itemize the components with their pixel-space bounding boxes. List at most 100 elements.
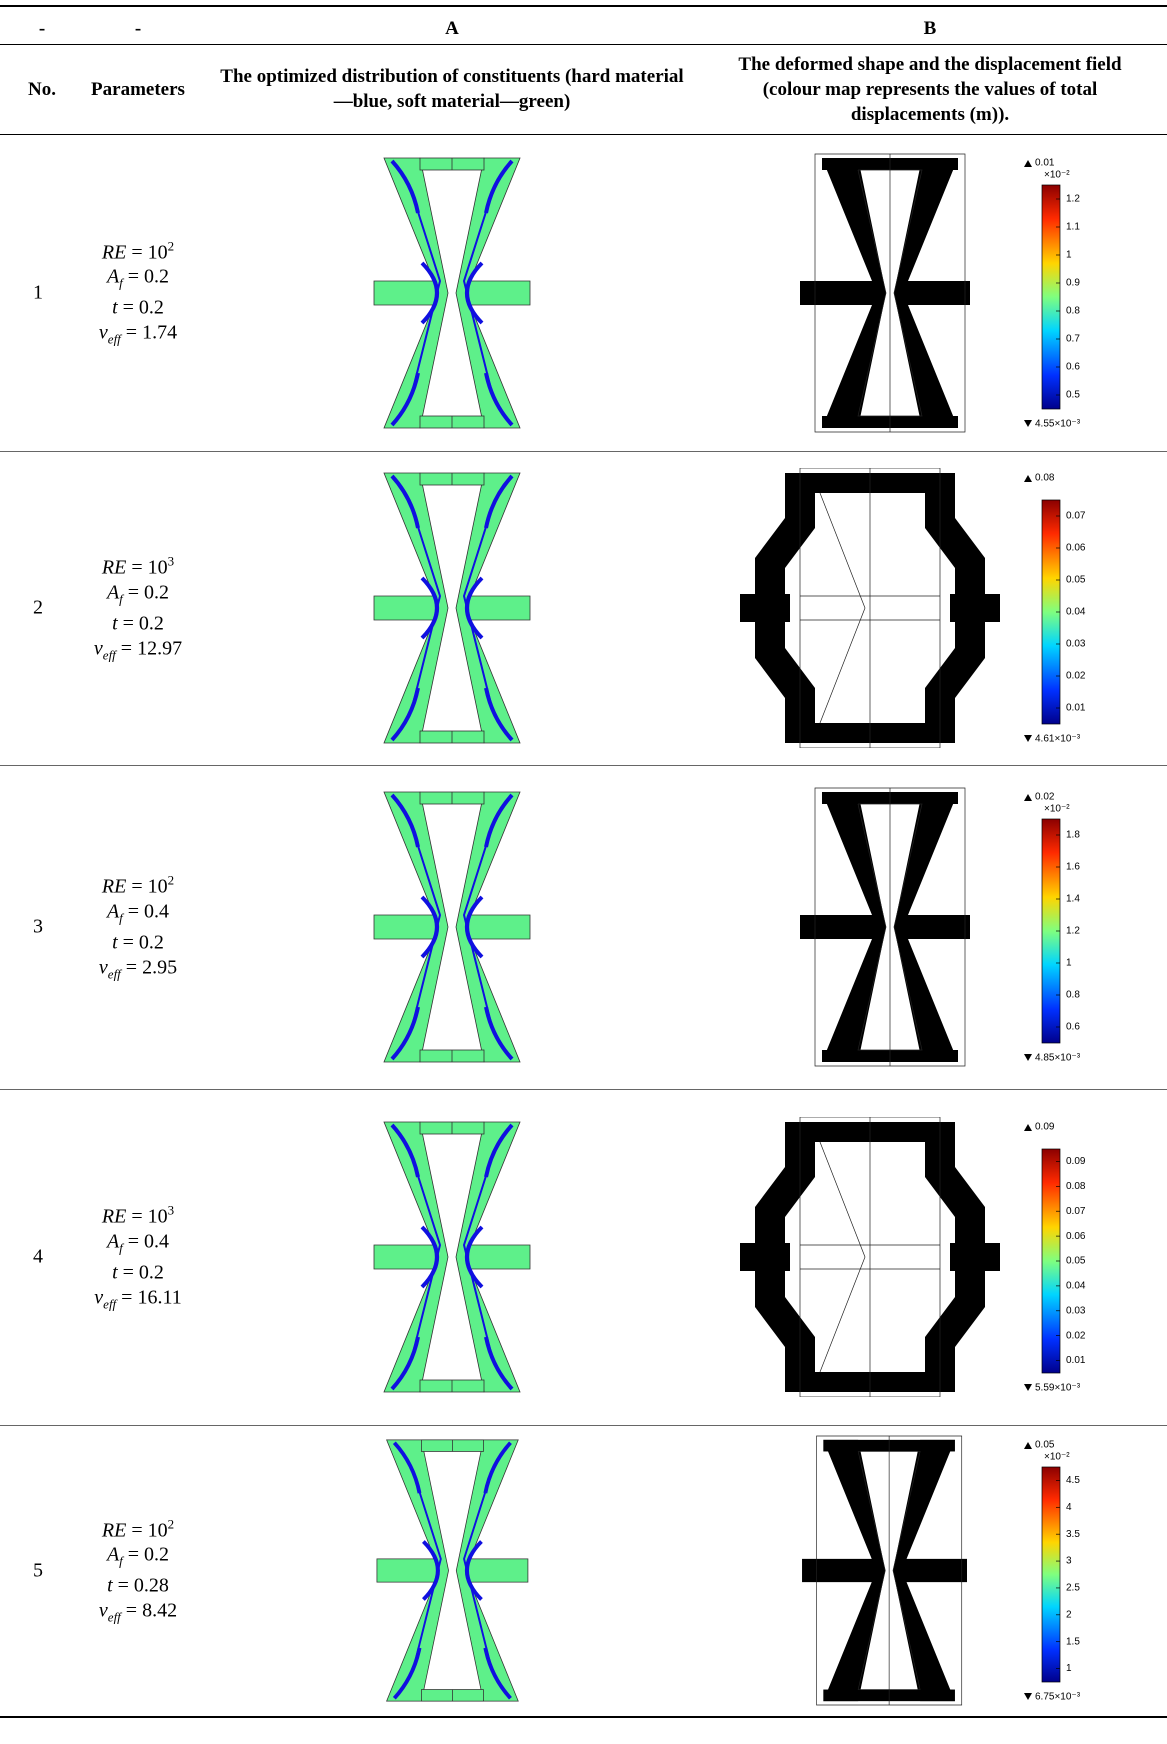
colorbar-tick-label: 0.02 xyxy=(1066,1330,1086,1341)
parameter-symbol: ν xyxy=(99,1600,108,1622)
parameter-value: = 0.2 xyxy=(123,266,169,288)
colorbar-tick-label: 0.08 xyxy=(1066,1181,1086,1192)
parameter-superscript: 2 xyxy=(168,873,175,888)
parameter-line: t = 0.2 xyxy=(58,930,218,955)
colorbar: 0.080.070.060.050.040.030.020.014.61×10⁻… xyxy=(1022,468,1142,748)
colorbar-min: 4.85×10⁻³ xyxy=(1035,1053,1081,1064)
parameter-line: RE = 102 xyxy=(58,1511,218,1543)
colorbar-tick-label: 1 xyxy=(1066,249,1072,260)
displacement-figure xyxy=(740,468,1000,748)
colorbar-max: 0.08 xyxy=(1035,473,1055,484)
distribution-figure xyxy=(372,787,532,1067)
colorbar-multiplier: ×10⁻² xyxy=(1044,804,1070,815)
rule xyxy=(0,5,1167,7)
parameter-line: νeff = 12.97 xyxy=(58,636,218,667)
parameter-value: = 0.28 xyxy=(113,1575,169,1597)
parameter-symbol: RE xyxy=(102,241,126,263)
colorbar-tick-label: 0.09 xyxy=(1066,1156,1086,1167)
parameter-superscript: 3 xyxy=(168,554,175,569)
header-top-cell: - xyxy=(63,16,213,41)
parameter-value: = 10 xyxy=(126,556,167,578)
parameter-line: νeff = 2.95 xyxy=(58,955,218,986)
parameter-superscript: 3 xyxy=(168,1203,175,1218)
parameters: RE = 102Af = 0.2t = 0.2νeff = 1.74 xyxy=(58,233,218,352)
parameter-symbol: A xyxy=(107,900,119,922)
max-marker xyxy=(1024,1124,1032,1131)
parameter-line: Af = 0.2 xyxy=(58,1543,218,1574)
colorbar-tick-label: 1.2 xyxy=(1066,193,1080,204)
parameter-value: = 10 xyxy=(126,1519,167,1541)
parameter-line: RE = 102 xyxy=(58,233,218,265)
displacement-figure xyxy=(770,153,970,433)
colorbar-tick-label: 4.5 xyxy=(1066,1475,1080,1486)
parameter-subscript: eff xyxy=(108,332,121,347)
parameter-value: = 12.97 xyxy=(116,637,182,659)
parameter-line: νeff = 16.11 xyxy=(58,1285,218,1316)
cell-shape xyxy=(374,792,530,1062)
cell-shape xyxy=(374,473,530,743)
parameter-symbol: ν xyxy=(99,322,108,344)
header-column-cell: The deformed shape and the displacement … xyxy=(710,52,1150,127)
max-marker xyxy=(1024,160,1032,167)
deformed-shape xyxy=(800,154,970,432)
row-separator xyxy=(0,451,1167,452)
row-number: 5 xyxy=(18,1559,58,1582)
max-marker xyxy=(1024,1442,1032,1449)
colorbar-tick-label: 2 xyxy=(1066,1609,1072,1620)
parameter-symbol: A xyxy=(107,1544,119,1566)
colorbar-tick-label: 0.02 xyxy=(1066,671,1086,682)
colorbar-min: 6.75×10⁻³ xyxy=(1035,1692,1081,1703)
parameter-symbol: RE xyxy=(102,875,126,897)
parameter-value: = 0.2 xyxy=(118,1261,164,1283)
deformed-shape xyxy=(800,788,970,1066)
parameter-symbol: ν xyxy=(99,956,108,978)
colorbar-tick-label: 0.05 xyxy=(1066,1256,1086,1267)
rule xyxy=(0,44,1167,45)
colorbar-tick-label: 0.05 xyxy=(1066,575,1086,586)
row-separator xyxy=(0,765,1167,766)
colorbar-tick-label: 0.07 xyxy=(1066,511,1086,522)
deformed-shape xyxy=(802,1436,967,1705)
distribution-figure xyxy=(372,468,532,748)
parameter-line: RE = 103 xyxy=(58,1198,218,1230)
parameter-symbol: ν xyxy=(94,1286,103,1308)
colorbar: 0.090.090.080.070.060.050.040.030.020.01… xyxy=(1022,1117,1142,1397)
colorbar-tick-label: 0.06 xyxy=(1066,543,1086,554)
colorbar-tick-label: 3 xyxy=(1066,1556,1072,1567)
parameter-value: = 0.4 xyxy=(123,900,169,922)
parameter-line: t = 0.28 xyxy=(58,1574,218,1599)
distribution-figure xyxy=(375,1435,530,1706)
parameter-subscript: eff xyxy=(103,647,116,662)
parameters: RE = 102Af = 0.2t = 0.28νeff = 8.42 xyxy=(58,1511,218,1630)
row-separator xyxy=(0,1089,1167,1090)
parameter-value: = 1.74 xyxy=(121,322,177,344)
colorbar-tick-label: 0.04 xyxy=(1066,1281,1086,1292)
parameter-line: Af = 0.2 xyxy=(58,580,218,611)
parameter-value: = 0.2 xyxy=(123,581,169,603)
parameter-value: = 0.2 xyxy=(118,612,164,634)
colorbar-tick-label: 0.03 xyxy=(1066,1305,1086,1316)
parameter-line: Af = 0.4 xyxy=(58,1229,218,1260)
distribution-figure xyxy=(372,153,532,433)
colorbar-max: 0.05 xyxy=(1035,1440,1055,1451)
colorbar-tick-label: 1.5 xyxy=(1066,1636,1080,1647)
parameter-line: RE = 103 xyxy=(58,549,218,581)
colorbar-max: 0.02 xyxy=(1035,792,1055,803)
parameter-subscript: eff xyxy=(103,1296,116,1311)
parameter-line: νeff = 1.74 xyxy=(58,321,218,352)
colorbar-tick-label: 0.01 xyxy=(1066,703,1086,714)
colorbar-min: 5.59×10⁻³ xyxy=(1035,1383,1081,1394)
colorbar: 0.02×10⁻²1.81.61.41.210.80.64.85×10⁻³ xyxy=(1022,787,1142,1067)
colorbar-max: 0.09 xyxy=(1035,1122,1055,1133)
colorbar-tick-label: 1 xyxy=(1066,958,1072,969)
max-marker xyxy=(1024,794,1032,801)
min-marker xyxy=(1024,1384,1032,1391)
parameter-symbol: RE xyxy=(102,556,126,578)
parameter-value: = 2.95 xyxy=(121,956,177,978)
colorbar-tick-label: 0.7 xyxy=(1066,333,1080,344)
parameter-symbol: A xyxy=(107,1230,119,1252)
